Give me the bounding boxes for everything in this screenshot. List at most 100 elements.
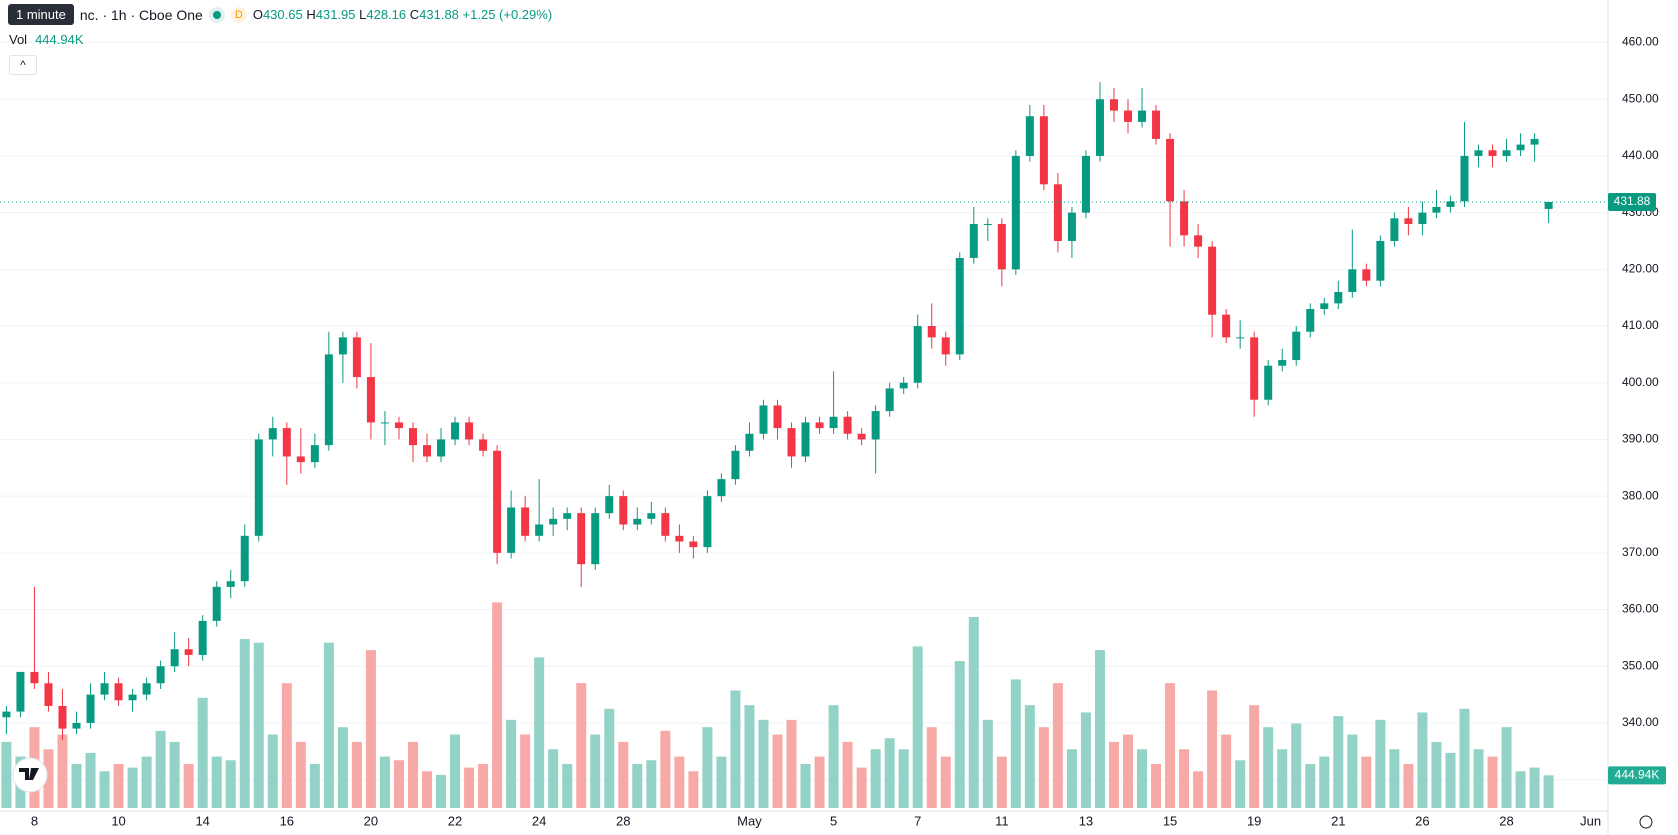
volume-bar [1291, 723, 1302, 808]
volume-bar [183, 763, 194, 808]
volume-bar [1487, 756, 1498, 808]
volume-layer [1, 602, 1554, 808]
candle-body [787, 428, 796, 457]
candle-body [563, 513, 572, 519]
x-tick-label: 7 [914, 813, 921, 828]
candle-body [1124, 110, 1132, 122]
volume-bar [211, 756, 222, 808]
volume-bar [1473, 749, 1484, 808]
volume-bar [1417, 712, 1428, 808]
candle-body [465, 422, 474, 440]
x-tick-label: 5 [830, 813, 837, 828]
candle-body [254, 439, 263, 536]
volume-bar [814, 756, 825, 808]
candle-body [16, 671, 25, 712]
volume-bar [1038, 727, 1049, 808]
candle-body [1180, 201, 1189, 236]
volume-bar [1361, 756, 1372, 808]
x-tick-label: 22 [448, 813, 462, 828]
candle-body [1306, 309, 1315, 332]
volume-bar [758, 719, 769, 808]
volume-bar [281, 683, 292, 808]
candle-body [324, 354, 333, 446]
volume-bar [1319, 756, 1330, 808]
volume-bar [912, 646, 923, 808]
ohlc-value: 428.16 [366, 7, 407, 22]
candle-body [507, 507, 516, 553]
volume-bar [85, 752, 96, 808]
volume-bar [141, 756, 152, 808]
candle-body [983, 223, 992, 225]
volume-bar [800, 763, 811, 808]
y-tick-label: 390.00 [1622, 432, 1659, 446]
volume-bar [702, 727, 713, 808]
symbol-title[interactable]: nc. · 1h · Cboe One [79, 6, 203, 23]
candle-body [1152, 110, 1161, 139]
candle-body [997, 223, 1006, 270]
volume-bar [534, 657, 545, 808]
candle-body [1446, 201, 1455, 207]
candle-body [240, 535, 249, 582]
volume-bar [1333, 716, 1344, 808]
volume-legend: Vol 444.94K [9, 32, 84, 47]
volume-bar [450, 734, 461, 808]
volume-bar [716, 756, 727, 808]
volume-bar [337, 727, 348, 808]
collapse-button[interactable]: ^ [9, 55, 37, 75]
candle-body [352, 337, 361, 378]
volume-bar [996, 756, 1007, 808]
candle-body [885, 388, 894, 412]
x-tick-label: 11 [995, 813, 1009, 828]
candle-body [2, 711, 11, 718]
volume-bar [562, 763, 573, 808]
candle-body [1222, 314, 1231, 338]
candle-body [226, 581, 235, 587]
settings-icon[interactable] [1639, 815, 1653, 829]
last-price-box [1608, 192, 1656, 211]
x-tick-label: 24 [532, 813, 546, 828]
candle-body [310, 445, 319, 463]
candle-body [1053, 184, 1062, 241]
candle-body [1348, 269, 1357, 293]
candle-body [521, 507, 530, 536]
volume-value: 444.94K [35, 32, 84, 47]
volume-bar [520, 734, 531, 808]
candle-body [745, 433, 754, 451]
candle-body [731, 450, 740, 480]
candle-body [1194, 235, 1203, 247]
candle-body [717, 479, 726, 497]
ohlc: O430.65 H431.95 L428.16 C431.88 +1.25 (+… [253, 7, 552, 22]
volume-bar [1235, 760, 1246, 808]
candle-body [591, 513, 600, 565]
x-tick-label: 15 [1163, 813, 1177, 828]
candle-body [535, 524, 544, 536]
volume-bar [660, 730, 671, 808]
candle-body [72, 722, 81, 729]
candle-body [1264, 365, 1273, 400]
volume-bar [71, 763, 82, 808]
volume-bar [113, 763, 124, 808]
volume-bar [772, 734, 783, 808]
candle-body [1208, 246, 1217, 315]
y-tick-label: 360.00 [1622, 602, 1659, 616]
candle-body [633, 518, 642, 525]
candle-body [955, 257, 964, 355]
candle-body [759, 405, 768, 434]
volume-bar [393, 760, 404, 808]
candle-body [408, 428, 417, 446]
volume-bar [57, 734, 68, 808]
candle-body [1334, 292, 1343, 304]
volume-bar [1123, 734, 1133, 808]
volume-bar [1094, 650, 1105, 808]
candle-body [366, 377, 375, 423]
candle-body [1278, 360, 1287, 366]
volume-bar [842, 741, 853, 808]
volume-bar [968, 617, 979, 808]
candle-body [1109, 99, 1118, 111]
volume-bar [506, 719, 517, 808]
candle-body [773, 405, 782, 429]
volume-bar [1263, 727, 1274, 808]
candle-body [549, 518, 558, 525]
candle-body [689, 541, 698, 548]
